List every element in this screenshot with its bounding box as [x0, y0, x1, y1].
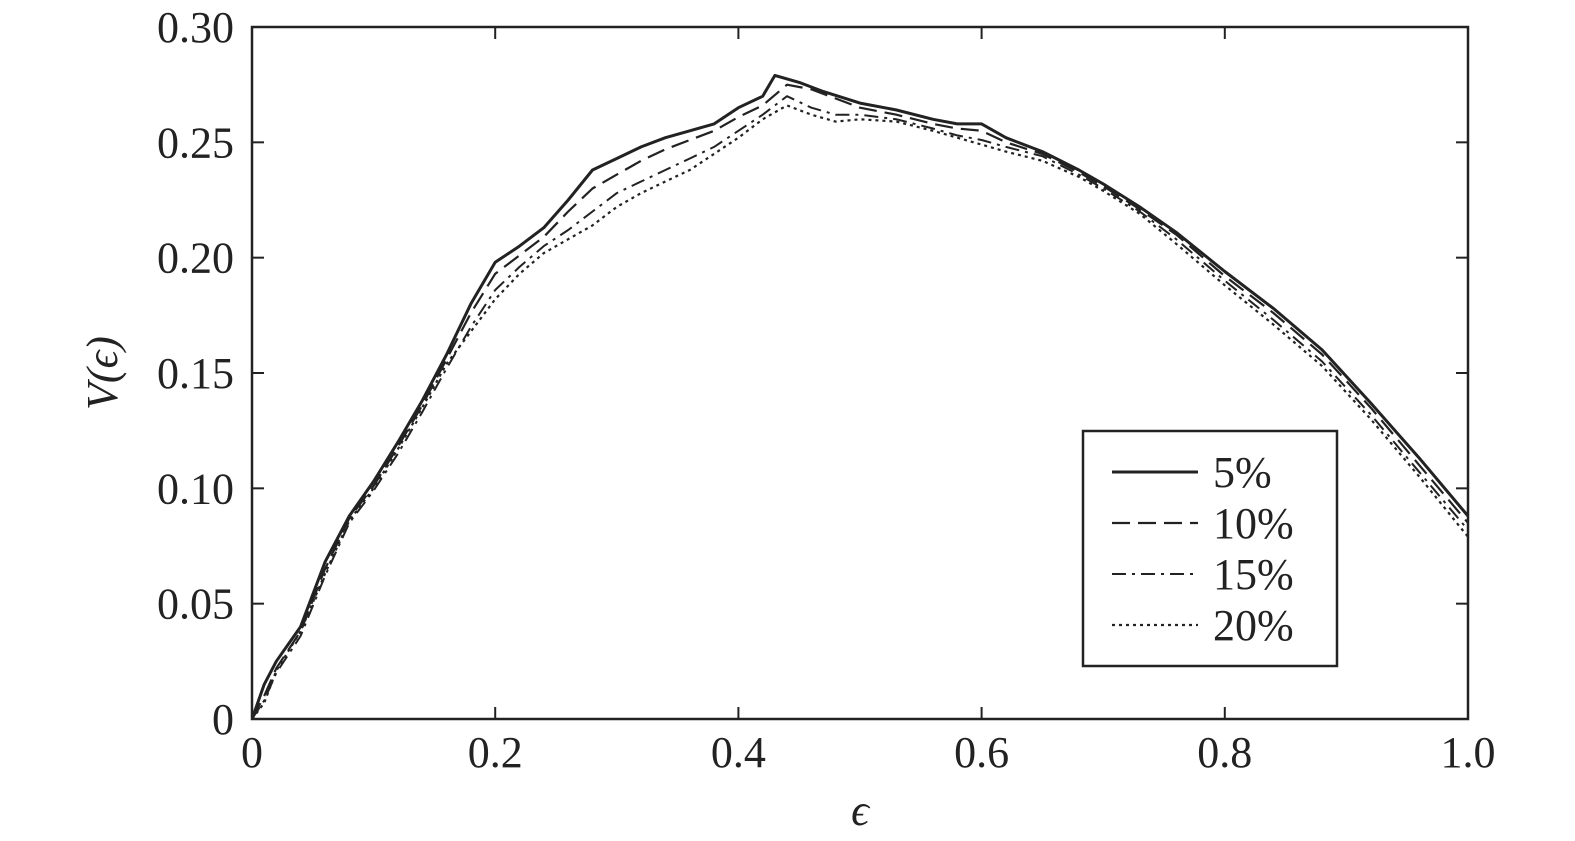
series-line-2 [252, 83, 1468, 719]
series-line-3 [252, 95, 1468, 719]
x-tick-label: 0.6 [954, 728, 1009, 777]
x-tick-label: 0.2 [468, 728, 523, 777]
legend-label-2: 10% [1213, 499, 1294, 548]
legend-label-1: 5% [1213, 448, 1272, 497]
y-tick-label: 0.10 [157, 464, 234, 513]
legend-label-3: 15% [1213, 550, 1294, 599]
y-tick-label: 0.05 [157, 580, 234, 629]
x-tick-label: 0.4 [711, 728, 766, 777]
series-line-4 [252, 104, 1468, 719]
legend-box [1081, 429, 1339, 668]
legend: 5%10%15%20% [1081, 429, 1339, 668]
tick-group: 0 0.2 0.4 0.6 0.8 1.0 0 0.05 0.10 0.15 0.20 0.25 0.3… [157, 3, 1496, 777]
y-tick-label: 0.25 [157, 118, 234, 167]
x-axis-label: ϵ [851, 786, 871, 835]
x-tick-label: 0 [241, 728, 263, 777]
x-tick-label: 1.0 [1441, 728, 1496, 777]
series-line-1 [252, 73, 1468, 719]
series-lines [252, 73, 1468, 719]
y-tick-label: 0 [212, 695, 234, 744]
y-tick-label: 0.30 [157, 3, 234, 52]
y-tick-label: 0.15 [157, 349, 234, 398]
legend-label-4: 20% [1213, 601, 1294, 650]
y-axis-label: V(ϵ) [78, 336, 127, 410]
x-tick-label: 0.8 [1197, 728, 1252, 777]
y-tick-label: 0.20 [157, 234, 234, 283]
